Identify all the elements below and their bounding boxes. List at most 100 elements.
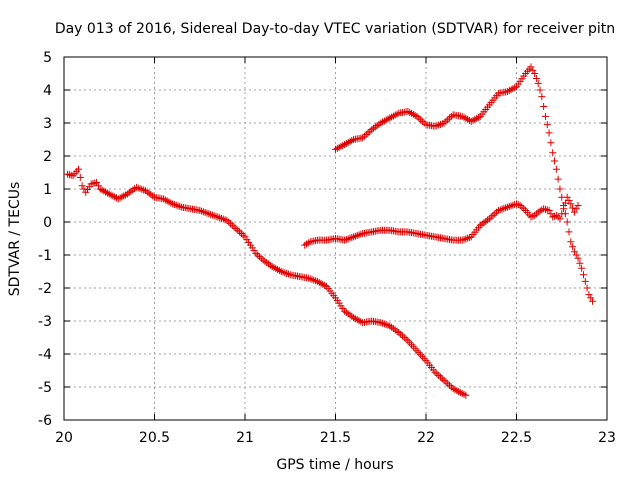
data-point	[398, 332, 406, 340]
data-point	[543, 121, 551, 129]
data-point	[239, 231, 247, 239]
data-point	[348, 136, 356, 144]
data-point	[511, 84, 519, 92]
data-point	[498, 205, 506, 213]
data-point	[494, 206, 502, 214]
data-point	[585, 291, 593, 299]
data-point	[355, 231, 363, 239]
data-point	[395, 329, 403, 337]
data-point	[587, 294, 595, 302]
data-point	[348, 312, 356, 320]
data-point	[102, 188, 110, 196]
data-point	[174, 202, 182, 210]
data-point	[527, 63, 535, 71]
data-point	[480, 219, 488, 227]
data-point	[551, 212, 559, 220]
data-point	[147, 191, 155, 199]
data-point	[484, 216, 492, 224]
data-point	[346, 137, 354, 145]
data-point	[107, 191, 115, 199]
data-point	[132, 183, 140, 191]
y-axis-label: SDTVAR / TECUs	[7, 182, 23, 297]
data-point	[210, 212, 218, 220]
data-point	[474, 113, 482, 121]
data-point	[266, 261, 274, 269]
data-point	[464, 115, 472, 123]
data-point	[453, 387, 461, 395]
data-point	[380, 320, 388, 328]
data-point	[138, 185, 146, 193]
data-point	[257, 254, 265, 262]
data-point	[114, 195, 122, 203]
data-point	[335, 143, 343, 151]
data-point	[377, 319, 385, 327]
data-point	[384, 115, 392, 123]
x-tick-label: 23	[598, 430, 616, 446]
data-point	[411, 111, 419, 119]
data-point	[438, 375, 446, 383]
data-point	[272, 265, 280, 273]
data-point	[409, 110, 417, 118]
data-point	[482, 217, 490, 225]
y-tick-label: -2	[38, 281, 52, 297]
data-point	[400, 334, 408, 341]
data-point	[228, 221, 236, 229]
data-point	[122, 191, 130, 199]
data-point	[111, 193, 119, 201]
data-point	[572, 205, 580, 213]
data-point	[169, 200, 177, 208]
data-point	[576, 259, 584, 267]
data-point	[167, 199, 175, 207]
data-point	[219, 215, 227, 223]
data-point	[359, 134, 367, 142]
data-point	[554, 213, 562, 221]
data-point	[136, 185, 144, 193]
data-point	[145, 189, 153, 197]
data-point	[357, 230, 365, 238]
data-point	[341, 236, 349, 244]
y-tick-label: -1	[38, 248, 52, 264]
data-point	[438, 120, 446, 128]
data-point	[408, 109, 416, 117]
data-point	[505, 87, 513, 95]
data-point	[254, 251, 262, 259]
data-point	[431, 368, 439, 376]
data-point	[284, 270, 292, 278]
data-point	[413, 112, 421, 120]
data-point	[362, 131, 370, 139]
data-point	[391, 326, 399, 334]
data-point	[471, 115, 479, 123]
data-point	[360, 132, 368, 140]
data-point	[160, 195, 168, 203]
data-point	[165, 198, 173, 206]
data-point	[89, 180, 97, 187]
x-axis-label: GPS time / hours	[276, 457, 393, 473]
data-point	[402, 335, 410, 343]
data-point	[507, 202, 515, 210]
data-point	[554, 175, 562, 183]
data-point	[567, 200, 575, 208]
data-point	[502, 204, 510, 212]
data-point	[341, 307, 349, 315]
data-point	[464, 234, 472, 242]
data-point	[379, 118, 387, 126]
data-point	[205, 210, 213, 218]
data-point	[581, 277, 589, 285]
data-point	[447, 112, 455, 120]
data-point	[141, 187, 149, 195]
data-point	[444, 380, 452, 388]
data-point	[415, 114, 423, 122]
data-point	[170, 201, 178, 209]
data-point	[270, 264, 278, 272]
data-point	[65, 171, 73, 179]
data-point	[507, 86, 515, 94]
data-point	[351, 315, 359, 323]
data-point	[348, 234, 356, 242]
data-point	[373, 122, 381, 130]
data-point	[263, 259, 271, 267]
data-point	[319, 280, 327, 288]
data-point	[80, 185, 88, 193]
data-point	[351, 232, 359, 240]
data-point	[339, 141, 347, 149]
data-point	[346, 311, 354, 319]
